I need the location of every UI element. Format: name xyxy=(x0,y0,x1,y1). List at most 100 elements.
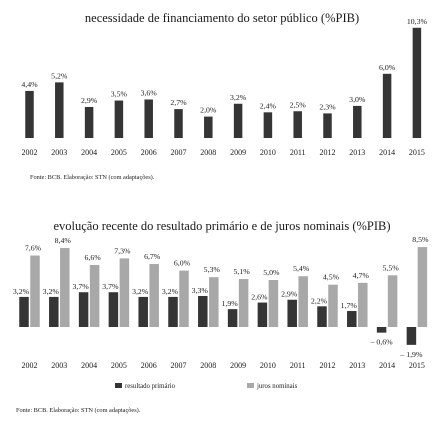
chart2-value-label-juros-nominais-2012: 4,5% xyxy=(323,273,340,282)
chart2-bar-juros-nominais-2004 xyxy=(89,264,100,327)
chart1-tick-label-2008: 2008 xyxy=(200,148,216,157)
chart2-bar-resultado-prim-rio-2011 xyxy=(287,299,297,327)
chart2-value-label-resultado-prim-rio-2004: 3,7% xyxy=(72,282,89,291)
chart2-value-label-juros-nominais-2006: 6,7% xyxy=(144,252,161,261)
chart2-x-tick-labels: 2002 2003 2004 2005 2006 2007 2008 2009 2010 2011… xyxy=(22,361,425,370)
chart1-bar-2012 xyxy=(323,113,332,138)
chart2-bar-juros-nominais-2015 xyxy=(417,247,428,327)
chart2-value-label-resultado-prim-rio-2012: 2,2% xyxy=(311,296,328,305)
chart2-tick-label-2010: 2010 xyxy=(260,361,276,370)
chart2-bar-resultado-prim-rio-2004 xyxy=(78,292,89,327)
chart2-tick-label-2003: 2003 xyxy=(51,361,67,370)
legend-swatch-resultado-primario xyxy=(115,383,122,388)
chart2-bar-resultado-prim-rio-2010 xyxy=(257,302,268,327)
chart2-value-label-juros-nominais-2015: 8,5% xyxy=(412,235,429,244)
chart2-bar-juros-nominais-2013 xyxy=(358,282,368,327)
chart2-bar-resultado-prim-rio-2002 xyxy=(19,296,29,327)
chart1-tick-label-2010: 2010 xyxy=(260,148,276,157)
chart2-tick-label-2012: 2012 xyxy=(320,361,336,370)
chart1-bars xyxy=(25,27,422,138)
chart2-value-label-juros-nominais-2010: 5,0% xyxy=(263,268,280,277)
chart2-value-label-juros-nominais-2009: 5,1% xyxy=(233,267,250,276)
chart1-bar-2007 xyxy=(174,109,183,138)
chart1-value-label-2003: 5,2% xyxy=(51,71,68,80)
chart2-value-label-resultado-prim-rio-2014: – 0,6% xyxy=(370,338,394,347)
chart2-bar-juros-nominais-2007 xyxy=(179,270,189,327)
chart2-tick-label-2007: 2007 xyxy=(171,361,187,370)
chart1-tick-label-2014: 2014 xyxy=(379,148,395,157)
chart2-tick-label-2004: 2004 xyxy=(81,361,97,370)
chart1-bar-2008 xyxy=(204,116,213,138)
chart-primary-and-interest: evolução recente do resultado primário e… xyxy=(13,219,429,414)
chart2-tick-label-2011: 2011 xyxy=(290,361,306,370)
chart2-bar-resultado-prim-rio-2009 xyxy=(227,309,238,327)
chart1-value-label-2009: 3,2% xyxy=(230,93,247,102)
chart2-value-label-juros-nominais-2002: 7,6% xyxy=(25,244,42,253)
chart2-bar-juros-nominais-2003 xyxy=(60,248,70,327)
chart1-x-tick-labels: 2002 2003 2004 2005 2006 2007 2008 2009 2010 2011… xyxy=(22,148,425,157)
chart2-bar-resultado-prim-rio-2003 xyxy=(49,296,59,327)
chart1-value-label-2010: 2,4% xyxy=(260,101,277,110)
chart1-value-label-2014: 6,0% xyxy=(379,63,396,72)
chart1-value-label-2005: 3,5% xyxy=(111,90,128,99)
chart2-tick-label-2005: 2005 xyxy=(111,361,127,370)
chart1-value-label-2002: 4,4% xyxy=(21,80,38,89)
chart1-title: necessidade de financiamento do setor pú… xyxy=(85,11,359,25)
chart2-bar-juros-nominais-2011 xyxy=(298,276,308,327)
chart2-value-label-juros-nominais-2011: 5,4% xyxy=(293,264,310,273)
chart2-bar-resultado-prim-rio-2005 xyxy=(108,292,119,327)
chart1-bar-2013 xyxy=(353,105,362,138)
chart1-bar-2005 xyxy=(114,100,124,138)
chart1-bar-2009 xyxy=(233,103,243,138)
chart1-value-label-2007: 2,7% xyxy=(170,98,187,107)
chart2-legend: resultado primário juros nominais xyxy=(115,383,298,390)
legend-label-juros-nominais: juros nominais xyxy=(256,383,298,390)
chart1-bar-2011 xyxy=(293,111,302,138)
chart2-tick-label-2006: 2006 xyxy=(141,361,157,370)
chart2-bar-resultado-prim-rio-2013 xyxy=(347,311,357,327)
chart2-tick-label-2015: 2015 xyxy=(409,361,425,370)
chart1-bar-2003 xyxy=(55,82,64,138)
chart2-tick-label-2009: 2009 xyxy=(230,361,246,370)
chart2-value-label-resultado-prim-rio-2003: 3,2% xyxy=(43,287,60,296)
chart2-value-label-resultado-prim-rio-2002: 3,2% xyxy=(13,287,30,296)
chart1-value-label-2012: 2,3% xyxy=(319,102,336,111)
chart2-value-labels: 3,2% 7,6% 3,2% 8,4% 3,7% 6,6% 3,7% 7,3% 3,2% 6,7%… xyxy=(13,235,429,359)
chart1-tick-label-2007: 2007 xyxy=(171,148,187,157)
chart1-bar-2010 xyxy=(263,112,273,138)
chart2-bar-resultado-prim-rio-2008 xyxy=(198,295,208,327)
chart2-value-label-resultado-prim-rio-2005: 3,7% xyxy=(102,282,119,291)
chart1-bar-2002 xyxy=(25,90,34,138)
chart2-bar-resultado-prim-rio-2007 xyxy=(168,296,178,327)
chart1-value-labels: 4,4% 5,2% 2,9% 3,5% 3,6% 2,7% 2,0% 3,2% 2,4% 2,5%… xyxy=(21,17,427,115)
chart2-tick-label-2013: 2013 xyxy=(349,361,365,370)
chart2-value-label-juros-nominais-2008: 5,3% xyxy=(204,265,221,274)
chart2-value-label-juros-nominais-2005: 7,3% xyxy=(114,246,131,255)
chart2-bar-juros-nominais-2005 xyxy=(119,258,130,327)
chart2-bar-juros-nominais-2014 xyxy=(387,275,398,327)
chart-financing-need: necessidade de financiamento do setor pú… xyxy=(21,11,427,181)
chart2-tick-label-2002: 2002 xyxy=(22,361,38,370)
chart1-tick-label-2003: 2003 xyxy=(51,148,67,157)
chart1-value-label-2015: 10,3% xyxy=(407,17,428,26)
chart2-bars xyxy=(19,247,428,345)
chart1-tick-label-2011: 2011 xyxy=(290,148,306,157)
chart1-tick-label-2013: 2013 xyxy=(349,148,365,157)
chart2-value-label-resultado-prim-rio-2008: 3,3% xyxy=(192,286,209,295)
chart2-bar-juros-nominais-2012 xyxy=(328,284,338,327)
chart1-bar-2004 xyxy=(84,106,94,138)
chart2-value-label-resultado-prim-rio-2007: 3,2% xyxy=(162,287,179,296)
chart1-tick-label-2009: 2009 xyxy=(230,148,246,157)
chart1-value-label-2013: 3,0% xyxy=(349,95,366,104)
chart2-bar-juros-nominais-2010 xyxy=(268,280,279,327)
chart2-value-label-resultado-prim-rio-2015: – 1,9% xyxy=(399,350,423,359)
chart2-bar-juros-nominais-2002 xyxy=(30,255,40,327)
chart1-bar-2014 xyxy=(382,73,392,138)
chart2-bar-resultado-prim-rio-2015 xyxy=(406,327,417,345)
chart2-value-label-resultado-prim-rio-2010: 2,6% xyxy=(251,293,268,302)
chart2-value-label-resultado-prim-rio-2011: 2,9% xyxy=(281,290,298,299)
chart1-value-label-2011: 2,5% xyxy=(290,100,307,109)
chart2-value-label-juros-nominais-2007: 6,0% xyxy=(174,259,191,268)
chart1-bar-2015 xyxy=(412,27,422,138)
